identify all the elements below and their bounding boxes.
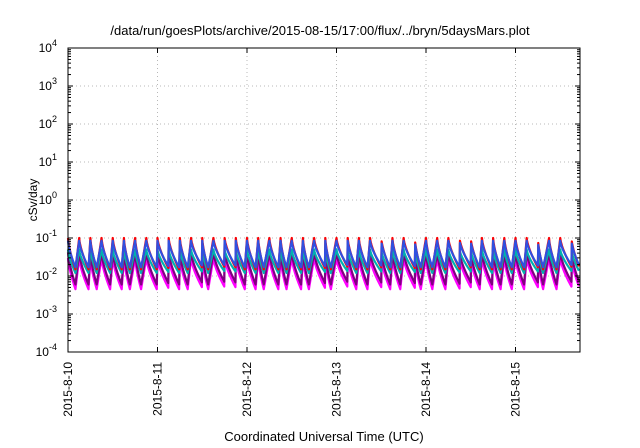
x-axis-label: Coordinated Universal Time (UTC)	[224, 429, 424, 444]
y-tick-label: 10-3	[36, 304, 57, 321]
x-tick-label: 2015-8-10	[61, 362, 75, 417]
grid	[68, 48, 580, 352]
x-tick-label: 2015-8-13	[330, 362, 344, 417]
y-ticks: 10-4 10-3 10-2 10-1 100 101 102 103 104	[36, 38, 580, 359]
x-tick-label: 2015-8-14	[419, 362, 433, 417]
x-tick-label: 2015-8-12	[240, 362, 254, 417]
y-tick-label: 10-4	[36, 342, 57, 359]
y-tick-label: 103	[39, 76, 57, 93]
x-tick-label: 2015-8-15	[509, 362, 523, 417]
y-tick-label: 10-1	[36, 228, 57, 245]
series-line-3	[66, 248, 580, 275]
y-tick-label: 104	[39, 38, 57, 55]
chart-title: /data/run/goesPlots/archive/2015-08-15/1…	[110, 23, 530, 38]
series-line-5	[66, 239, 580, 269]
y-tick-label: 101	[39, 152, 57, 169]
y-tick-label: 100	[39, 190, 57, 207]
x-tick-label: 2015-8-11	[151, 362, 165, 416]
series-group	[66, 236, 580, 291]
y-tick-label: 10-2	[36, 266, 57, 283]
x-ticks: 2015-8-10 2015-8-11 2015-8-12 2015-8-13 2015…	[61, 48, 523, 417]
y-tick-label: 102	[39, 114, 57, 131]
